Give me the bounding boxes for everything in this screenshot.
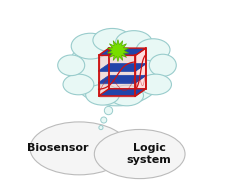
Ellipse shape xyxy=(71,33,110,59)
Ellipse shape xyxy=(58,55,85,76)
Ellipse shape xyxy=(149,54,176,76)
Ellipse shape xyxy=(30,122,128,175)
Text: Biosensor: Biosensor xyxy=(27,143,88,153)
Ellipse shape xyxy=(93,29,132,52)
Ellipse shape xyxy=(69,32,165,106)
Polygon shape xyxy=(99,75,146,83)
Ellipse shape xyxy=(63,74,94,95)
Circle shape xyxy=(101,117,107,123)
Ellipse shape xyxy=(136,39,170,61)
Circle shape xyxy=(104,106,113,115)
Polygon shape xyxy=(99,89,146,96)
Circle shape xyxy=(99,125,103,130)
Ellipse shape xyxy=(140,74,172,95)
Polygon shape xyxy=(99,48,146,55)
Polygon shape xyxy=(107,40,129,62)
Ellipse shape xyxy=(116,31,152,54)
Polygon shape xyxy=(99,64,146,71)
Ellipse shape xyxy=(94,129,185,179)
Polygon shape xyxy=(99,55,135,96)
Ellipse shape xyxy=(110,85,143,106)
Polygon shape xyxy=(135,48,146,96)
Ellipse shape xyxy=(86,84,119,105)
Text: Logic
system: Logic system xyxy=(127,143,172,165)
